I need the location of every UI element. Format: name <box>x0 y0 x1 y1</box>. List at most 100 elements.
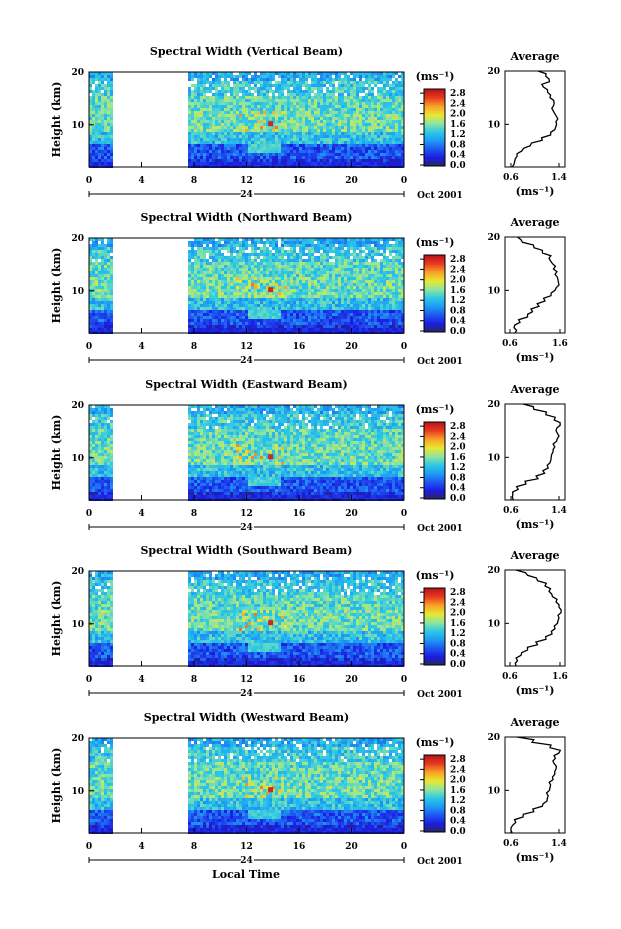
colorbar-frame <box>423 587 446 666</box>
colorbar-segment <box>424 657 445 660</box>
colorbar-segment <box>424 125 445 128</box>
average-y-tick-label: 20 <box>487 733 500 743</box>
x-tick-label: 4 <box>138 509 144 519</box>
colorbar-segment <box>424 828 445 831</box>
colorbar: (ms⁻¹) 2.82.42.01.61.20.80.40.0 <box>416 70 466 171</box>
colorbar-tick-label: 2.8 <box>450 755 466 765</box>
average-panel: Average 10 20 0.6 1.6 (ms⁻¹) <box>487 216 567 364</box>
colorbar-segment <box>424 601 445 604</box>
colorbar-frame <box>423 254 446 333</box>
average-x-axis-label: (ms⁻¹) <box>516 185 555 198</box>
colorbar-segment <box>424 144 445 148</box>
colorbar-segment <box>424 318 445 321</box>
colorbar-segment <box>424 110 445 113</box>
colorbar-segment <box>424 491 445 494</box>
colorbar-segment <box>424 289 445 293</box>
colorbar-segment <box>424 135 445 138</box>
day-label: 24 <box>240 356 253 366</box>
colorbar-segment <box>424 129 445 132</box>
average-title: Average <box>509 549 559 562</box>
colorbar-tick-label: 2.8 <box>450 255 466 265</box>
colorbar-segment <box>424 616 445 620</box>
colorbar-segment <box>424 764 445 768</box>
x-tick-label: 0 <box>401 176 407 186</box>
colorbar-segment <box>424 780 445 783</box>
x-tick-label: 12 <box>240 176 253 186</box>
colorbar-segment <box>424 114 445 117</box>
average-x-tick-label: 1.6 <box>552 339 568 349</box>
colorbar-segment <box>424 98 445 102</box>
colorbar-segment <box>424 638 445 641</box>
colorbar-segment <box>424 768 445 771</box>
x-axis: 0 4 8 12 16 20 0 <box>86 162 407 186</box>
colorbar-segment <box>424 483 445 487</box>
y-axis-label: Height (km) <box>50 415 63 491</box>
colorbar-segment <box>424 622 445 626</box>
colorbar-segment <box>424 762 445 766</box>
colorbar-segment <box>424 756 445 760</box>
y-tick-label: 20 <box>71 68 84 78</box>
colorbar-segment <box>424 281 445 285</box>
y-axis: 10 20 <box>71 567 94 630</box>
colorbar-segment <box>424 437 445 440</box>
panel-title: Spectral Width (Eastward Beam) <box>145 378 347 391</box>
average-frame <box>504 236 566 334</box>
colorbar-segment <box>424 301 445 304</box>
day-label: 24 <box>240 523 253 533</box>
colorbar-tick-label: 0.4 <box>450 817 466 827</box>
colorbar-segment <box>424 425 445 429</box>
colorbar-segment <box>424 320 445 323</box>
panel-1: Spectral Width (Vertical Beam) 10 20 Height… <box>50 45 567 202</box>
x-tick-label: 0 <box>401 509 407 519</box>
y-tick-label: 10 <box>71 454 84 464</box>
colorbar-segment <box>424 308 445 312</box>
colorbar-segment <box>424 464 445 467</box>
average-x-tick-label: 0.6 <box>502 672 518 682</box>
colorbar-tick-label: 2.0 <box>450 776 466 786</box>
colorbar-segment <box>424 636 445 639</box>
colorbar-segment <box>424 264 445 268</box>
colorbar-segment <box>424 429 445 433</box>
colorbar-segment <box>424 100 445 103</box>
colorbar-segment <box>424 599 445 602</box>
colorbar-tick-label: 1.2 <box>450 296 466 306</box>
x-tick-label: 4 <box>138 176 144 186</box>
colorbar-segment <box>424 470 445 473</box>
date-label: Oct 2001 <box>417 857 463 867</box>
colorbar-segment <box>424 115 445 119</box>
x-tick-label: 16 <box>293 509 306 519</box>
colorbar-segment <box>424 830 445 833</box>
colorbar-tick-label: 0.0 <box>450 161 466 171</box>
colorbar-segment <box>424 445 445 448</box>
colorbar-tick-label: 2.0 <box>450 609 466 619</box>
average-profile-line <box>510 736 562 834</box>
colorbar: (ms⁻¹) 2.82.42.01.61.20.80.40.0 <box>416 736 466 837</box>
colorbar-segment <box>424 481 445 485</box>
average-profile-line <box>514 569 562 667</box>
colorbar-segment <box>424 117 445 121</box>
colorbar-segment <box>424 456 445 460</box>
colorbar-segment <box>424 297 445 300</box>
x-tick-label: 4 <box>138 675 144 685</box>
colorbar-segment <box>424 276 445 279</box>
colorbar-segment <box>424 89 445 92</box>
colorbar-tick-label: 1.2 <box>450 629 466 639</box>
colorbar-segment <box>424 305 445 308</box>
colorbar-segment <box>424 268 445 271</box>
colorbar-segment <box>424 326 445 329</box>
colorbar-segment <box>424 787 445 791</box>
colorbar-segment <box>424 795 445 798</box>
heatmap-field <box>89 738 404 834</box>
colorbar-segment <box>424 774 445 777</box>
colorbar-segment <box>424 818 445 821</box>
colorbar-tick-label: 0.0 <box>450 827 466 837</box>
colorbar-segment <box>424 142 445 146</box>
average-profile-line <box>511 403 561 501</box>
colorbar-segment <box>424 493 445 496</box>
colorbar-segment <box>424 641 445 645</box>
colorbar-segment <box>424 102 445 105</box>
colorbar-tick-label: 0.4 <box>450 650 466 660</box>
date-label: Oct 2001 <box>417 690 463 700</box>
x-tick-label: 12 <box>240 842 253 852</box>
colorbar-segment <box>424 812 445 816</box>
